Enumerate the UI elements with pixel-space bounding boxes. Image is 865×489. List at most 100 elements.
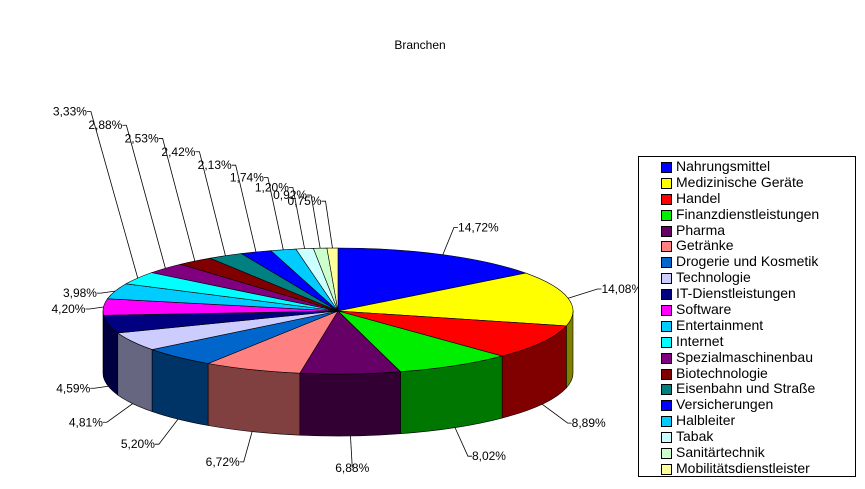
legend-label: Pharma — [676, 221, 726, 238]
legend-item-it-dienstleistungen: IT-Dienstleistungen — [661, 285, 855, 302]
legend-swatch — [661, 448, 672, 460]
slice-side-pharma — [299, 371, 401, 437]
legend-label: Halbleiter — [676, 412, 736, 429]
legend-label: Entertainment — [676, 316, 764, 333]
data-label-internet: 3,33% — [53, 105, 87, 119]
data-label-nahrungsmittel: 14,72% — [458, 220, 499, 234]
legend-item-tabak: Tabak — [661, 428, 855, 445]
legend-label: Sanitärtechnik — [676, 444, 765, 461]
legend-item-finanzdienstleistungen: Finanzdienstleistungen — [661, 205, 855, 223]
legend-swatch — [661, 400, 672, 412]
legend-swatch — [661, 241, 672, 253]
leader-line — [239, 431, 253, 463]
leader-line — [321, 200, 333, 249]
legend-label: Versicherungen — [676, 396, 774, 413]
legend-item-technologie: Technologie — [661, 269, 855, 286]
legend: Nahrungsmittel Medizinische Geräte Handel F… — [638, 156, 856, 477]
data-label-finanzdienstleistungen: 8,02% — [472, 449, 506, 463]
data-label-software: 4,20% — [51, 302, 85, 316]
legend-swatch — [661, 209, 672, 221]
leader-line — [154, 418, 179, 445]
data-label-entertainment: 3,98% — [63, 286, 97, 300]
legend-swatch — [661, 416, 672, 428]
legend-item-biotechnologie: Biotechnologie — [661, 364, 855, 382]
legend-label: Biotechnologie — [676, 364, 768, 381]
leader-line — [263, 177, 284, 250]
legend-item-pharma: Pharma — [661, 221, 855, 239]
chart-title: Branchen — [394, 38, 446, 52]
legend-swatch — [661, 225, 672, 237]
legend-label: Getränke — [676, 237, 734, 254]
leader-line — [307, 194, 321, 249]
legend-item-nahrungsmittel: Nahrungsmittel — [661, 158, 855, 175]
legend-item-medizinische-geraete: Medizinische Geräte — [661, 173, 855, 191]
data-label-biotechnologie: 2,53% — [125, 131, 159, 145]
data-label-tabak: 1,20% — [255, 181, 289, 195]
data-label-it-dienstleistungen: 4,59% — [56, 381, 90, 395]
data-label-medizinische-geraete: 14,08% — [601, 282, 642, 296]
legend-item-spezialmaschinenbau: Spezialmaschinenbau — [661, 348, 855, 366]
leader-line — [86, 111, 139, 279]
leader-line — [102, 403, 133, 423]
legend-swatch — [661, 352, 672, 364]
data-label-pharma: 6,88% — [335, 461, 369, 475]
leader-line — [85, 306, 104, 310]
legend-label: Drogerie und Kosmetik — [676, 253, 819, 270]
legend-item-handel: Handel — [661, 189, 855, 207]
leader-line — [195, 151, 226, 256]
legend-item-entertainment: Entertainment — [661, 316, 855, 334]
legend-swatch — [661, 463, 672, 475]
leader-line — [231, 164, 257, 253]
leader-line — [96, 290, 116, 294]
data-label-halbleiter: 1,74% — [230, 171, 264, 185]
legend-label: Handel — [676, 189, 721, 206]
legend-item-sanitaertechnik: Sanitärtechnik — [661, 444, 855, 461]
legend-label: IT-Dienstleistungen — [676, 285, 796, 302]
legend-item-halbleiter: Halbleiter — [661, 412, 855, 429]
legend-swatch — [661, 257, 672, 269]
legend-label: Mobilitätsdienstleister — [676, 459, 810, 476]
legend-label: Medizinische Geräte — [676, 173, 804, 190]
slice-mobilitaetsdienstleister — [326, 247, 339, 312]
legend-label: Eisenbahn und Straße — [676, 380, 816, 397]
leader-line — [541, 403, 572, 424]
legend-swatch — [661, 162, 672, 173]
legend-label: Technologie — [676, 269, 751, 286]
legend-swatch — [661, 177, 672, 189]
leader-line — [454, 427, 472, 457]
legend-swatch — [661, 336, 672, 348]
slice-medizinische-geraete — [337, 272, 574, 327]
legend-item-software: Software — [661, 301, 855, 318]
leader-line — [90, 385, 109, 389]
legend-label: Spezialmaschinenbau — [676, 348, 813, 365]
leader-line — [288, 187, 305, 249]
legend-label: Tabak — [676, 428, 714, 445]
slice-finanzdienstleistungen — [337, 310, 504, 373]
legend-swatch — [661, 368, 672, 380]
leader-line — [568, 288, 602, 299]
slice-side-getraenke — [207, 363, 301, 436]
legend-label: Nahrungsmittel — [676, 158, 771, 174]
leader-line — [122, 124, 166, 269]
legend-swatch — [661, 289, 672, 301]
data-label-mobilitaetsdienstleister: 0,75% — [287, 194, 321, 208]
leader-line — [442, 226, 459, 255]
legend-swatch — [661, 273, 672, 285]
slice-handel — [337, 310, 567, 357]
data-label-technologie: 4,81% — [69, 415, 103, 429]
legend-swatch — [661, 305, 672, 317]
data-label-getraenke: 6,72% — [206, 455, 240, 469]
data-label-sanitaertechnik: 0,92% — [273, 188, 307, 202]
data-label-eisenbahn-und-strasse: 2,42% — [161, 145, 195, 159]
data-label-spezialmaschinenbau: 2,88% — [88, 118, 122, 132]
legend-label: Software — [676, 301, 732, 318]
legend-swatch — [661, 432, 672, 444]
legend-swatch — [661, 384, 672, 396]
legend-item-getraenke: Getränke — [661, 238, 855, 254]
legend-item-versicherungen: Versicherungen — [661, 396, 855, 413]
leader-line — [158, 138, 196, 262]
legend-label: Finanzdienstleistungen — [676, 205, 820, 222]
legend-item-internet: Internet — [661, 333, 855, 350]
